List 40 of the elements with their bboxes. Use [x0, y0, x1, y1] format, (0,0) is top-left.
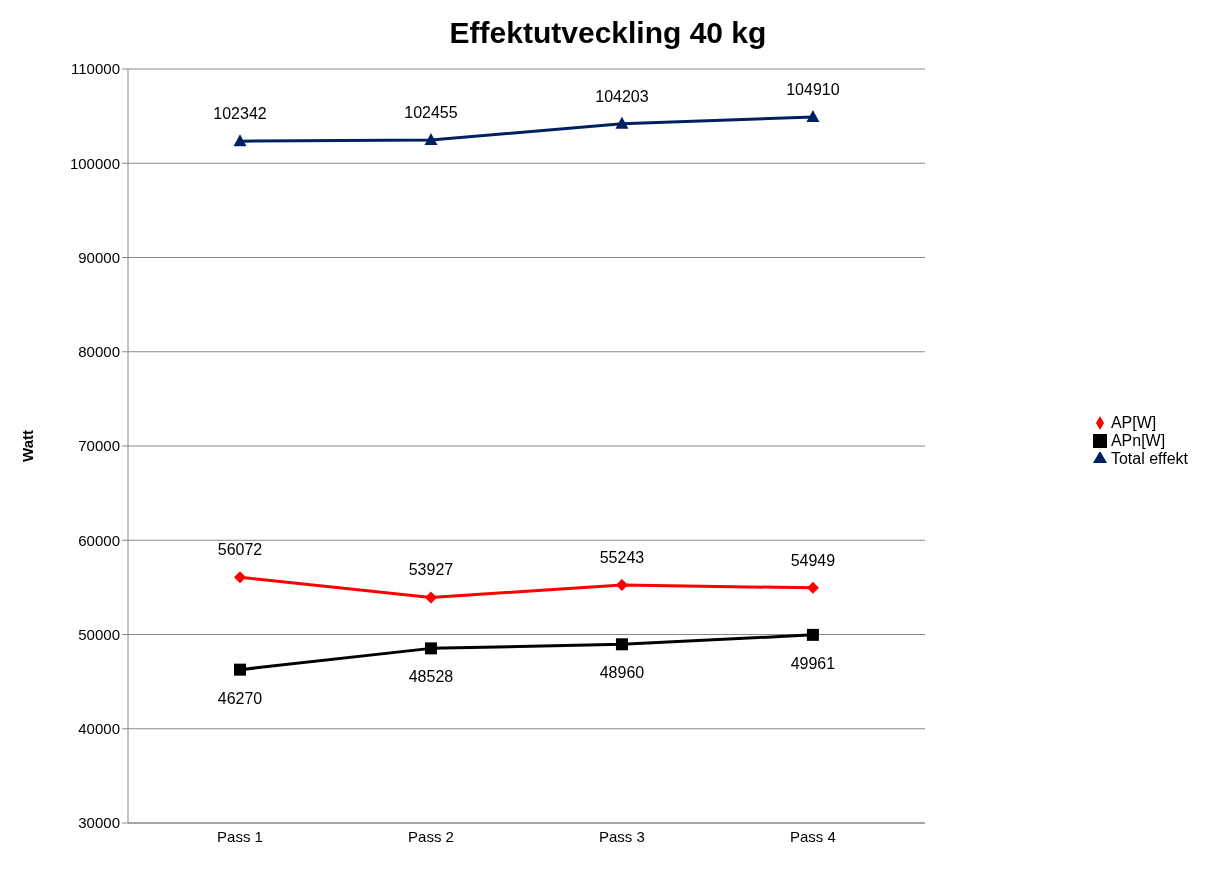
chart-title: Effektutveckling 40 kg — [448, 16, 768, 50]
data-label: 49961 — [790, 654, 836, 672]
data-label: 102342 — [213, 105, 267, 123]
x-tick-label: Pass 3 — [599, 827, 645, 845]
data-label: 104203 — [595, 87, 649, 105]
data-label: 53927 — [408, 561, 454, 579]
data-label: 46270 — [217, 689, 263, 707]
point — [424, 642, 437, 655]
x-tick-label: Pass 4 — [789, 827, 836, 845]
point — [234, 571, 246, 584]
y-tick-label: 110000 — [71, 60, 120, 78]
legend-label: APn[W] — [1110, 431, 1166, 449]
x-tick-label: Pass 1 — [217, 827, 263, 845]
y-tick-label: 30000 — [78, 814, 120, 832]
y-axis-title: Watt — [19, 430, 37, 462]
y-tick-label: 50000 — [78, 625, 120, 643]
legend-label: Total effekt — [1110, 449, 1188, 467]
point — [424, 133, 438, 146]
y-tick-label: 70000 — [78, 437, 120, 455]
y-tick-label: 80000 — [78, 343, 120, 361]
legend-label: AP[W] — [1110, 413, 1157, 431]
point — [806, 628, 819, 641]
data-label: 48528 — [408, 668, 454, 686]
point — [615, 638, 628, 651]
x-tick-label: Pass 2 — [408, 827, 454, 845]
y-tick-label: 90000 — [78, 248, 120, 266]
y-tick-label: 100000 — [69, 154, 120, 172]
point — [615, 116, 629, 129]
point — [233, 134, 247, 147]
data-label: 54949 — [790, 551, 836, 569]
data-label: 102455 — [404, 104, 458, 122]
data-label: 55243 — [599, 549, 645, 567]
point — [234, 663, 246, 676]
data-label: 56072 — [217, 541, 263, 559]
data-label: 48960 — [599, 664, 645, 682]
y-tick-label: 40000 — [78, 720, 120, 738]
data-label: 104910 — [786, 80, 840, 98]
point — [424, 591, 437, 604]
y-tick-label: 60000 — [78, 531, 120, 549]
point — [806, 109, 820, 122]
